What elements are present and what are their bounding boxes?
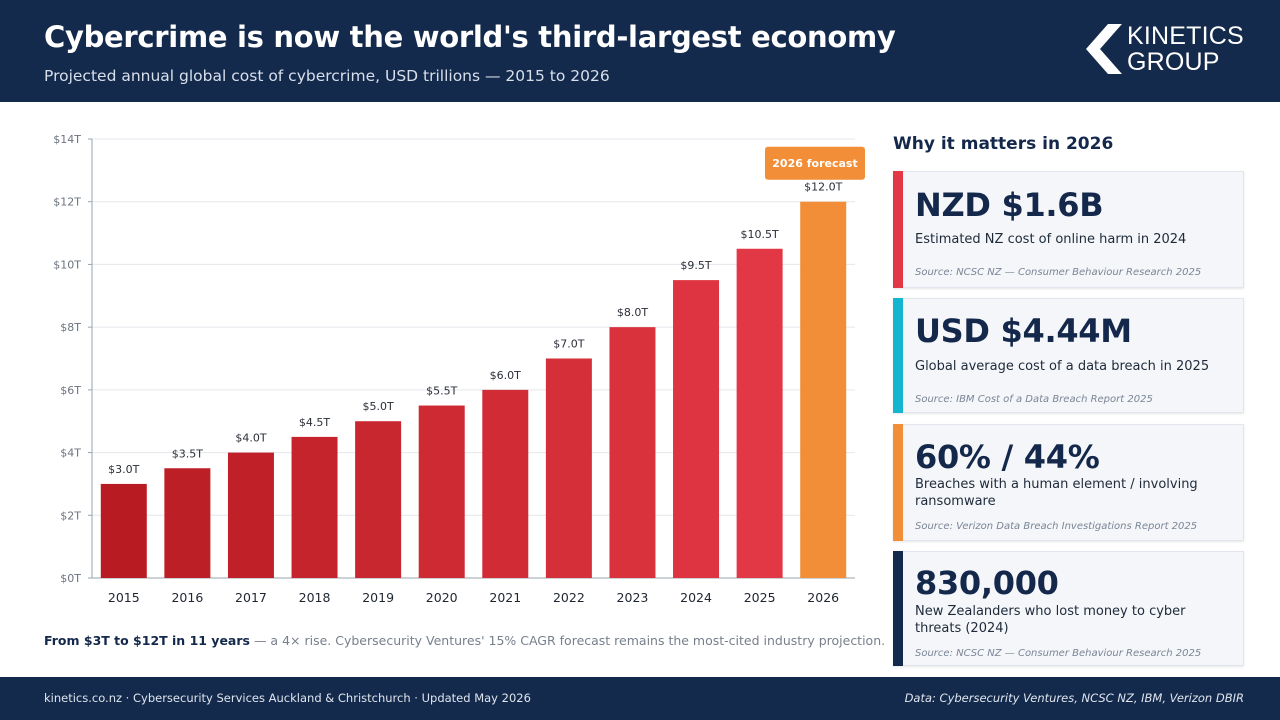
bar-2015: [100, 483, 147, 578]
bar-value-label: $7.0T: [553, 338, 584, 351]
y-tick-label: $4T: [60, 447, 81, 460]
bar-2020: [418, 405, 465, 578]
bar-value-label: $8.0T: [617, 306, 648, 319]
card-source: Source: NCSC NZ — Consumer Behaviour Res…: [915, 648, 1202, 659]
bar-chart: $0T $2T $4T $6T $8T $10T $12T $14T $3.0T 2015 $3.5…: [53, 133, 865, 605]
bar-2018: [291, 436, 338, 578]
bar-value-label: $3.0T: [108, 463, 139, 476]
logo-text-line2: GROUP: [1127, 48, 1220, 76]
card-stat: USD $4.44M: [915, 312, 1132, 350]
bar-2017: [227, 452, 274, 578]
page-subtitle: Projected annual global cost of cybercri…: [44, 67, 610, 85]
chevron-logo-icon: [1086, 24, 1122, 74]
card-description: New Zealanders who lost money to cyber t…: [915, 604, 1186, 636]
card-stat: NZD $1.6B: [915, 186, 1104, 224]
card-description: Estimated NZ cost of online harm in 2024: [915, 232, 1187, 247]
x-tick-label: 2019: [362, 590, 394, 605]
forecast-badge-label: 2026 forecast: [772, 157, 857, 170]
y-tick-label: $2T: [60, 509, 81, 522]
bar-value-label: $3.5T: [172, 447, 203, 460]
card-source: Source: IBM Cost of a Data Breach Report…: [915, 394, 1153, 405]
x-tick-label: 2017: [235, 590, 267, 605]
x-tick-label: 2023: [617, 590, 649, 605]
bar-2021: [482, 389, 529, 578]
x-tick-label: 2018: [299, 590, 331, 605]
stat-card-nz-victims: 830,000 New Zealanders who lost money to…: [893, 551, 1244, 666]
bar-2025: [736, 248, 783, 578]
card-description: Global average cost of a data breach in …: [915, 359, 1210, 374]
x-tick-label: 2022: [553, 590, 585, 605]
x-tick-label: 2020: [426, 590, 458, 605]
panel-title: Why it matters in 2026: [893, 134, 1114, 154]
bar-value-label: $4.5T: [299, 416, 330, 429]
bar-value-label: $4.0T: [235, 432, 266, 445]
x-tick-label: 2016: [171, 590, 203, 605]
bar-value-label: $10.5T: [741, 228, 779, 241]
footer-site-info[interactable]: kinetics.co.nz · Cybersecurity Services …: [44, 691, 531, 705]
bar-value-label: $5.0T: [363, 400, 394, 413]
card-stat: 830,000: [915, 564, 1059, 602]
card-description: Breaches with a human element / involvin…: [915, 477, 1198, 509]
y-tick-label: $10T: [53, 258, 81, 271]
bar-2022: [545, 358, 592, 578]
bar-2016: [164, 468, 211, 578]
footer-bar: kinetics.co.nz · Cybersecurity Services …: [0, 677, 1280, 720]
x-tick-label: 2026: [807, 590, 839, 605]
kinetics-logo[interactable]: KINETICS GROUP: [1086, 22, 1246, 78]
y-tick-label: $6T: [60, 384, 81, 397]
logo-text-line1: KINETICS: [1127, 22, 1244, 50]
footer-data-sources: Data: Cybersecurity Ventures, NCSC NZ, I…: [904, 691, 1244, 705]
stat-card-nz-online-harm: NZD $1.6B Estimated NZ cost of online ha…: [893, 171, 1244, 288]
stat-card-data-breach-cost: USD $4.44M Global average cost of a data…: [893, 298, 1244, 413]
card-accent-bar: [893, 298, 903, 413]
header-banner: Cybercrime is now the world's third-larg…: [0, 0, 1280, 102]
bar-value-label: $6.0T: [490, 369, 521, 382]
bar-2024: [673, 280, 720, 578]
forecast-bar-2026: [800, 201, 847, 578]
card-accent-bar: [893, 551, 903, 666]
card-stat: 60% / 44%: [915, 438, 1100, 476]
x-tick-label: 2025: [744, 590, 776, 605]
chart-caption: From $3T to $12T in 11 years — a 4× rise…: [44, 633, 885, 648]
card-accent-bar: [893, 424, 903, 541]
bar-value-label: $5.5T: [426, 385, 457, 398]
bar-2019: [355, 421, 402, 578]
card-source: Source: Verizon Data Breach Investigatio…: [915, 521, 1198, 532]
bar-value-label: $9.5T: [680, 259, 711, 272]
y-tick-label: $0T: [60, 572, 81, 585]
bar-2023: [609, 327, 656, 578]
y-tick-label: $12T: [53, 196, 81, 209]
stat-card-human-element: 60% / 44% Breaches with a human element …: [893, 424, 1244, 541]
y-tick-label: $8T: [60, 321, 81, 334]
y-tick-label: $14T: [53, 133, 81, 146]
caption-highlight: From $3T to $12T in 11 years: [44, 633, 250, 648]
page-title: Cybercrime is now the world's third-larg…: [44, 20, 896, 54]
x-tick-label: 2015: [108, 590, 140, 605]
x-tick-label: 2021: [489, 590, 521, 605]
card-source: Source: NCSC NZ — Consumer Behaviour Res…: [915, 267, 1202, 278]
bar-value-label: $12.0T: [804, 181, 842, 194]
forecast-badge: [765, 146, 865, 180]
card-accent-bar: [893, 171, 903, 288]
caption-text: — a 4× rise. Cybersecurity Ventures' 15%…: [249, 633, 886, 648]
x-tick-label: 2024: [680, 590, 712, 605]
